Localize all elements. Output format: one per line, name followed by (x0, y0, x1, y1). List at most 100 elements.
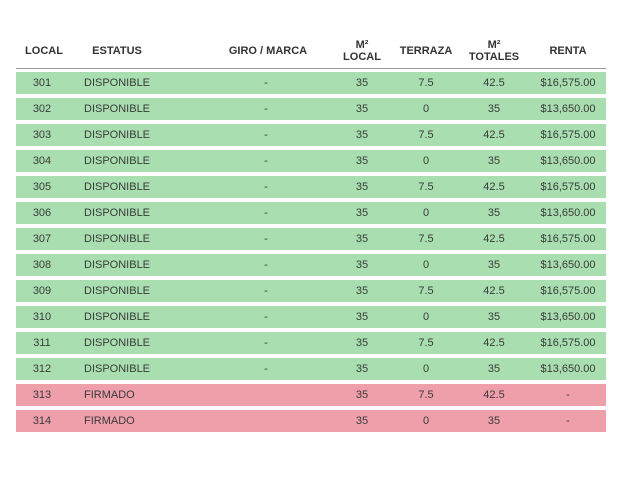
cell-renta: $13,650.00 (540, 207, 596, 219)
table-row: 314 FIRMADO 35 0 35 - (16, 410, 606, 432)
cell-local: 307 (32, 233, 52, 245)
table-body: 301 DISPONIBLE - 35 7.5 42.5 $16,575.00 302 DISP… (16, 72, 606, 432)
cell-terraza: 7.5 (418, 337, 434, 349)
cell-renta: $16,575.00 (540, 129, 596, 141)
cell-status: DISPONIBLE (84, 311, 151, 323)
cell-renta: $13,650.00 (540, 155, 596, 167)
cell-terraza: 0 (422, 415, 430, 427)
cell-status: DISPONIBLE (84, 103, 151, 115)
cell-m2-totales: 42.5 (483, 233, 505, 245)
cell-renta: $16,575.00 (540, 285, 596, 297)
table-row: 301 DISPONIBLE - 35 7.5 42.5 $16,575.00 (16, 72, 606, 94)
cell-renta: $16,575.00 (540, 233, 596, 245)
cell-giro-marca: - (264, 103, 268, 115)
header-m2-local-top: M² (355, 39, 369, 51)
table-row: 307 DISPONIBLE - 35 7.5 42.5 $16,575.00 (16, 228, 606, 250)
header-terraza: TERRAZA (399, 45, 453, 57)
cell-status: DISPONIBLE (84, 285, 151, 297)
cell-terraza: 7.5 (418, 129, 434, 141)
cell-giro-marca (216, 410, 316, 432)
header-renta: RENTA (549, 45, 587, 57)
table-row: 306 DISPONIBLE - 35 0 35 $13,650.00 (16, 202, 606, 224)
header-local: LOCAL (25, 45, 63, 57)
cell-m2-local: 35 (355, 77, 369, 89)
cell-giro-marca: - (264, 259, 268, 271)
table-row: 304 DISPONIBLE - 35 0 35 $13,650.00 (16, 150, 606, 172)
header-m2-totales: M² TOTALES (464, 34, 524, 68)
cell-renta: - (566, 415, 570, 427)
cell-m2-local: 35 (355, 103, 369, 115)
cell-m2-totales: 42.5 (483, 129, 505, 141)
cell-local: 303 (32, 129, 52, 141)
cell-giro-marca: - (264, 155, 268, 167)
cell-m2-local: 35 (355, 259, 369, 271)
cell-m2-local: 35 (355, 207, 369, 219)
cell-m2-local: 35 (355, 129, 369, 141)
cell-giro-marca: - (264, 363, 268, 375)
cell-m2-totales: 35 (487, 363, 501, 375)
cell-m2-local: 35 (355, 311, 369, 323)
cell-m2-totales: 42.5 (483, 285, 505, 297)
cell-renta: $13,650.00 (540, 311, 596, 323)
cell-renta: $13,650.00 (540, 259, 596, 271)
cell-giro-marca: - (264, 337, 268, 349)
cell-local: 302 (32, 103, 52, 115)
cell-m2-totales: 35 (487, 259, 501, 271)
cell-giro-marca (216, 384, 316, 406)
cell-status: DISPONIBLE (84, 129, 151, 141)
cell-m2-totales: 35 (487, 415, 501, 427)
cell-terraza: 7.5 (418, 389, 434, 401)
table-row: 313 FIRMADO 35 7.5 42.5 - (16, 384, 606, 406)
cell-local: 312 (32, 363, 52, 375)
cell-local: 304 (32, 155, 52, 167)
cell-giro-marca: - (264, 181, 268, 193)
cell-m2-local: 35 (355, 363, 369, 375)
table-row: 302 DISPONIBLE - 35 0 35 $13,650.00 (16, 98, 606, 120)
cell-renta: - (566, 389, 570, 401)
header-m2-totales-bottom: TOTALES (468, 51, 520, 63)
header-status: ESTATUS (92, 45, 142, 57)
cell-terraza: 0 (422, 363, 430, 375)
cell-local: 301 (32, 77, 52, 89)
cell-status: DISPONIBLE (84, 181, 151, 193)
cell-giro-marca: - (264, 207, 268, 219)
header-m2-totales-top: M² (487, 39, 501, 51)
cell-terraza: 7.5 (418, 77, 434, 89)
cell-status: DISPONIBLE (84, 155, 151, 167)
cell-status: DISPONIBLE (84, 207, 151, 219)
cell-m2-local: 35 (355, 337, 369, 349)
header-m2-local: M² LOCAL (334, 34, 390, 68)
cell-renta: $13,650.00 (540, 103, 596, 115)
cell-terraza: 0 (422, 259, 430, 271)
cell-status: DISPONIBLE (84, 259, 151, 271)
cell-renta: $16,575.00 (540, 77, 596, 89)
cell-terraza: 7.5 (418, 285, 434, 297)
cell-m2-totales: 42.5 (483, 181, 505, 193)
cell-terraza: 0 (422, 155, 430, 167)
cell-local: 306 (32, 207, 52, 219)
cell-giro-marca: - (264, 311, 268, 323)
table-row: 309 DISPONIBLE - 35 7.5 42.5 $16,575.00 (16, 280, 606, 302)
cell-m2-totales: 42.5 (483, 77, 505, 89)
cell-status: DISPONIBLE (84, 233, 151, 245)
cell-giro-marca: - (264, 77, 268, 89)
cell-local: 309 (32, 285, 52, 297)
cell-m2-totales: 35 (487, 103, 501, 115)
cell-m2-local: 35 (355, 389, 369, 401)
cell-m2-local: 35 (355, 415, 369, 427)
cell-m2-local: 35 (355, 285, 369, 297)
cell-m2-totales: 35 (487, 311, 501, 323)
cell-m2-local: 35 (355, 233, 369, 245)
header-giro-marca: GIRO / MARCA (228, 45, 308, 57)
cell-local: 308 (32, 259, 52, 271)
table-header: LOCAL ESTATUS GIRO / MARCA M² LOCAL TERR… (16, 34, 606, 69)
cell-giro-marca: - (264, 285, 268, 297)
cell-m2-totales: 42.5 (483, 337, 505, 349)
table-row: 305 DISPONIBLE - 35 7.5 42.5 $16,575.00 (16, 176, 606, 198)
cell-renta: $16,575.00 (540, 181, 596, 193)
cell-status: DISPONIBLE (84, 77, 151, 89)
cell-m2-totales: 35 (487, 155, 501, 167)
table-row: 303 DISPONIBLE - 35 7.5 42.5 $16,575.00 (16, 124, 606, 146)
header-m2-local-bottom: LOCAL (343, 51, 381, 63)
cell-m2-totales: 35 (487, 207, 501, 219)
